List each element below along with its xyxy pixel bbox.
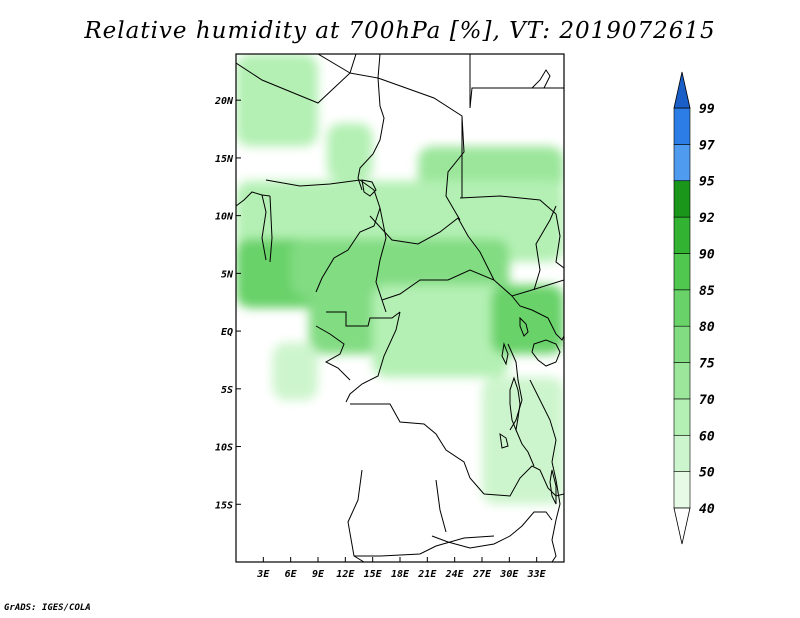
lat-tick-label: 15S bbox=[215, 500, 233, 511]
border-chad-sudan bbox=[445, 115, 465, 221]
humidity-region-9 bbox=[482, 377, 564, 505]
lon-tick-label: 30E bbox=[499, 569, 519, 580]
colorbar-label: 70 bbox=[699, 393, 715, 408]
lat-tick-label: 10S bbox=[215, 443, 233, 454]
border-gabon-congo bbox=[326, 311, 401, 327]
colorbar-label: 90 bbox=[699, 247, 715, 262]
humidity-region-0 bbox=[236, 54, 318, 147]
humidity-field bbox=[236, 54, 564, 505]
colorbar-bin bbox=[673, 253, 691, 291]
border-sahara bbox=[236, 62, 385, 191]
colorbar-label: 85 bbox=[699, 284, 715, 299]
lake-mweru bbox=[499, 432, 509, 449]
lake-kivu bbox=[501, 342, 509, 366]
colorbar-label: 50 bbox=[699, 466, 715, 481]
border-angola-south bbox=[347, 469, 365, 562]
lake-victoria bbox=[531, 339, 561, 367]
lon-tick-label: 21E bbox=[417, 569, 437, 580]
colorbar-bin bbox=[673, 362, 691, 400]
lake-malawi bbox=[549, 469, 557, 505]
lat-tick-label: 10N bbox=[215, 212, 234, 223]
humidity-region-1 bbox=[327, 123, 373, 181]
lon-tick-label: 12E bbox=[336, 569, 355, 580]
humidity-region-5 bbox=[290, 238, 510, 297]
border-zambia bbox=[435, 465, 564, 533]
lake-tanganyika bbox=[509, 376, 521, 432]
border-niger-nigeria bbox=[265, 179, 381, 209]
border-congo-drc bbox=[345, 311, 401, 403]
border-nigeria-cameroon bbox=[315, 207, 381, 293]
colorbar-bin bbox=[673, 216, 691, 254]
lat-tick-label: 20N bbox=[214, 96, 234, 107]
lake-red-sea-coast bbox=[531, 69, 551, 89]
colorbar-arrow-low bbox=[673, 507, 691, 545]
lon-tick-label: 24E bbox=[445, 569, 465, 580]
colorbar-bin bbox=[673, 107, 691, 145]
lon-tick-label: 15E bbox=[364, 569, 383, 580]
humidity-region-8 bbox=[491, 284, 564, 355]
colorbar-label: 75 bbox=[699, 357, 715, 372]
lon-tick-label: 27E bbox=[472, 569, 492, 580]
humidity-regions bbox=[236, 54, 564, 505]
lake-chad bbox=[361, 179, 377, 197]
border-great-lakes-south bbox=[507, 343, 557, 463]
border-egypt-sudan bbox=[469, 54, 564, 109]
border-libya-egypt bbox=[317, 54, 463, 198]
border-gabon-south bbox=[315, 325, 351, 381]
border-great-lakes-east bbox=[511, 295, 564, 341]
colorbar-label: 60 bbox=[699, 429, 715, 444]
colorbar-bin bbox=[673, 180, 691, 218]
border-car-drc bbox=[381, 269, 564, 301]
colorbar-bin bbox=[673, 325, 691, 363]
border-south-sudan bbox=[459, 195, 564, 269]
colorbar-bin bbox=[673, 434, 691, 472]
colorbar-label: 80 bbox=[699, 320, 715, 335]
border-upper-west bbox=[236, 191, 271, 207]
colorbar-label: 40 bbox=[699, 502, 715, 517]
border-ethiopia bbox=[533, 205, 557, 291]
colorbar-bin bbox=[673, 471, 691, 509]
grads-footer: GrADS: IGES/COLA bbox=[4, 603, 91, 613]
lakes bbox=[361, 69, 561, 505]
lon-tick-label: 18E bbox=[391, 569, 410, 580]
colorbar-arrow-high bbox=[673, 71, 691, 109]
humidity-region-7 bbox=[372, 284, 510, 378]
lat-tick-label: EQ bbox=[221, 327, 233, 338]
border-angola-namibia bbox=[354, 535, 495, 557]
longitude-axis: 3E 6E 9E 12E 15E 18E 21E 24E 27E 30E 33E bbox=[256, 557, 547, 580]
colorbar-bin bbox=[673, 289, 691, 327]
lon-tick-label: 9E bbox=[312, 569, 325, 580]
lon-tick-label: 3E bbox=[256, 569, 270, 580]
colorbar-label: 99 bbox=[699, 102, 715, 117]
colorbar-label: 97 bbox=[699, 138, 715, 153]
lon-tick-label: 6E bbox=[285, 569, 298, 580]
lat-tick-label: 5S bbox=[221, 385, 233, 396]
colorbar-bin bbox=[673, 398, 691, 436]
lat-tick-label: 5N bbox=[221, 269, 234, 280]
humidity-region-10 bbox=[272, 342, 318, 401]
lon-tick-label: 33E bbox=[527, 569, 547, 580]
map-title: Relative humidity at 700hPa [%], VT: 201… bbox=[84, 18, 716, 44]
country-borders bbox=[236, 54, 564, 562]
border-car-chad bbox=[369, 215, 495, 281]
border-benin-togo bbox=[261, 194, 273, 263]
map-panel bbox=[235, 53, 565, 563]
humidity-region-6 bbox=[308, 284, 382, 355]
border-zimbabwe bbox=[431, 511, 553, 549]
colorbar: 40 50 60 70 75 80 85 90 92 95 97 99 bbox=[673, 71, 715, 545]
border-tanzania-lake bbox=[515, 429, 535, 467]
border-drc-angola bbox=[350, 403, 485, 495]
latitude-axis: 20N 15N 10N 5N EQ 5S 10S 15S bbox=[214, 96, 241, 511]
colorbar-label: 92 bbox=[699, 211, 715, 226]
lake-albert bbox=[519, 316, 529, 337]
colorbar-label: 95 bbox=[699, 175, 715, 190]
lat-tick-label: 15N bbox=[215, 154, 234, 165]
border-malawi bbox=[551, 461, 561, 562]
colorbar-bin bbox=[673, 144, 691, 182]
border-north-africa-inner bbox=[349, 54, 381, 79]
